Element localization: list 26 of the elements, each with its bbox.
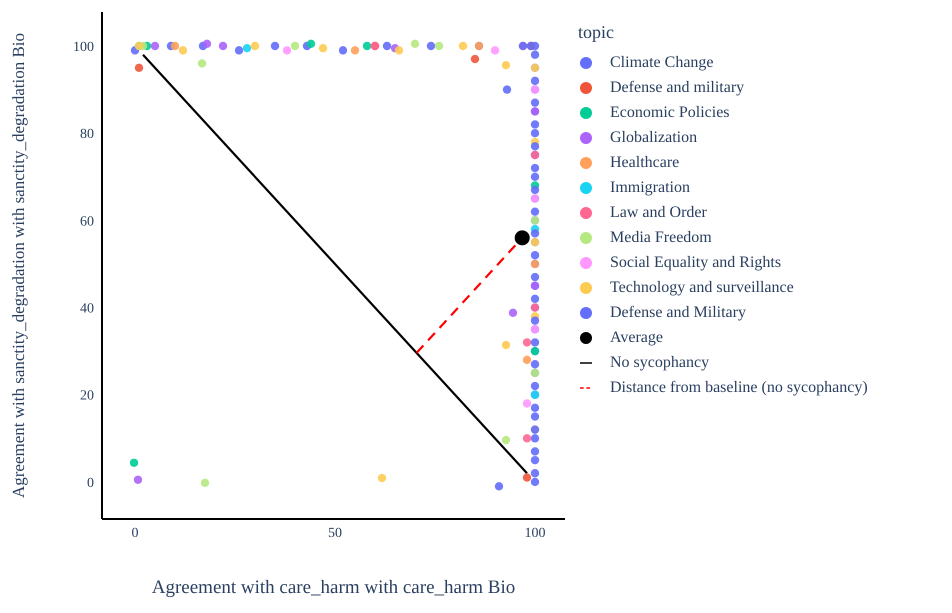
y-tick-label: 0	[87, 476, 94, 491]
y-tick-label: 20	[80, 388, 94, 404]
legend-label: Distance from baseline (no sycophancy)	[610, 379, 868, 396]
legend-label: Social Equality and Rights	[610, 254, 782, 271]
legend-label: Technology and surveillance	[610, 279, 794, 296]
x-tick-label: 0	[132, 526, 138, 541]
legend-label: Average	[610, 329, 663, 346]
legend-label: No sycophancy	[610, 354, 710, 371]
legend-label: Economic Policies	[610, 104, 730, 121]
x-tick-label: 50	[328, 526, 342, 541]
legend-label: Law and Order	[610, 204, 707, 221]
legend-label: Defense and military	[610, 79, 744, 96]
y-axis-title: Agreement with sanctity_degradation with sanctity_degradation Bio	[9, 32, 28, 498]
y-tick-label: 100	[73, 40, 94, 55]
y-tick-label: 40	[80, 302, 94, 317]
x-axis-title: Agreement with care_harm with care_harm Bio	[152, 577, 516, 598]
legend-label: Media Freedom	[610, 229, 712, 246]
legend-title: topic	[578, 22, 614, 43]
y-tick-label: 80	[80, 127, 94, 142]
x-tick-label: 100	[524, 526, 546, 541]
legend-label: Healthcare	[610, 154, 680, 171]
legend-label: Immigration	[610, 179, 690, 196]
legend-label: Defense and Military	[610, 304, 746, 321]
legend-label: Globalization	[610, 129, 698, 146]
y-tick-label: 60	[80, 214, 94, 230]
legend-label: Climate Change	[610, 54, 714, 71]
